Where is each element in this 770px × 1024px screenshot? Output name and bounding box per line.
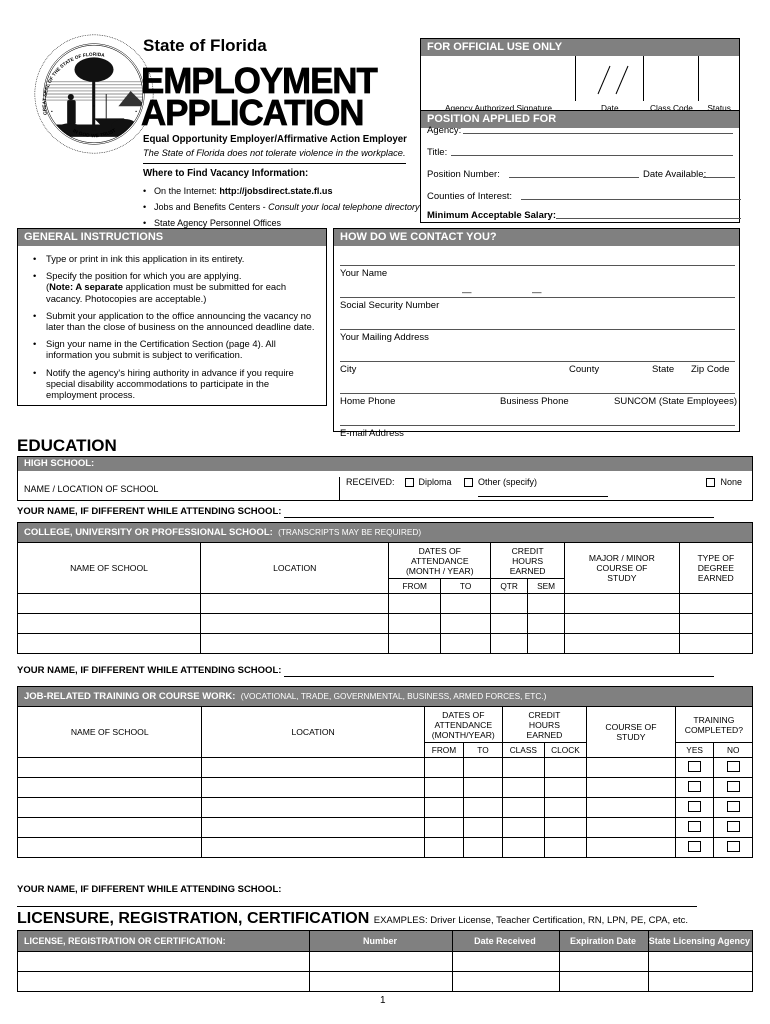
svg-text:•: • <box>93 105 95 110</box>
svg-text:•: • <box>135 110 137 115</box>
svg-text:•: • <box>51 110 53 115</box>
